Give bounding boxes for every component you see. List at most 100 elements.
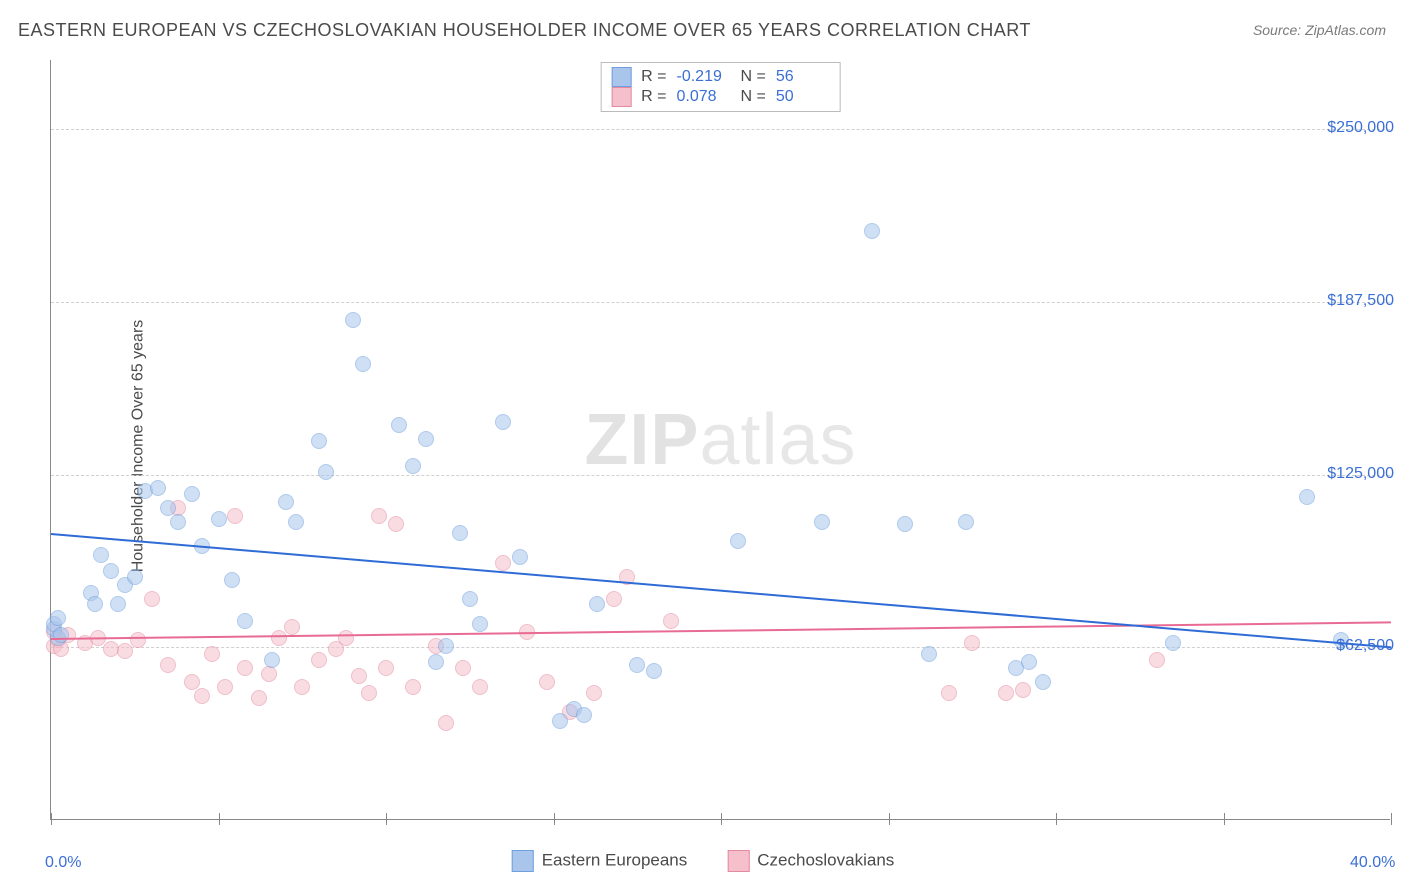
scatter-point-series-1	[127, 569, 143, 585]
scatter-point-series-1	[814, 514, 830, 530]
scatter-point-series-2	[472, 679, 488, 695]
chart-container: EASTERN EUROPEAN VS CZECHOSLOVAKIAN HOUS…	[0, 0, 1406, 892]
gridline	[51, 302, 1390, 303]
scatter-point-series-2	[1015, 682, 1031, 698]
scatter-point-series-1	[1165, 635, 1181, 651]
scatter-point-series-2	[261, 666, 277, 682]
x-tick	[1391, 813, 1392, 825]
scatter-point-series-1	[160, 500, 176, 516]
x-tick-label-max: 40.0%	[1350, 854, 1395, 872]
scatter-point-series-2	[405, 679, 421, 695]
legend: Eastern Europeans Czechoslovakians	[512, 850, 895, 872]
scatter-point-series-2	[606, 591, 622, 607]
scatter-point-series-2	[117, 643, 133, 659]
scatter-point-series-1	[958, 514, 974, 530]
y-tick-label: $250,000	[1327, 119, 1394, 137]
scatter-point-series-1	[150, 480, 166, 496]
scatter-point-series-1	[87, 596, 103, 612]
chart-title: EASTERN EUROPEAN VS CZECHOSLOVAKIAN HOUS…	[18, 20, 1031, 41]
scatter-point-series-1	[462, 591, 478, 607]
x-tick	[554, 813, 555, 825]
scatter-point-series-1	[211, 511, 227, 527]
scatter-point-series-1	[428, 654, 444, 670]
scatter-point-series-2	[388, 516, 404, 532]
y-tick-label: $125,000	[1327, 465, 1394, 483]
scatter-point-series-1	[50, 610, 66, 626]
scatter-point-series-1	[472, 616, 488, 632]
scatter-point-series-1	[629, 657, 645, 673]
swatch-series-2	[611, 87, 631, 107]
scatter-point-series-2	[941, 685, 957, 701]
correlation-box: R = -0.219 N = 56 R = 0.078 N = 50	[600, 62, 841, 112]
legend-swatch-1	[512, 850, 534, 872]
plot-area: ZIPatlas R = -0.219 N = 56 R = 0.078 N =…	[50, 60, 1390, 820]
source-label: Source: ZipAtlas.com	[1253, 22, 1386, 38]
scatter-point-series-1	[110, 596, 126, 612]
y-tick-label: $187,500	[1327, 292, 1394, 310]
x-tick	[1056, 813, 1057, 825]
scatter-point-series-1	[278, 494, 294, 510]
watermark-light: atlas	[699, 400, 856, 480]
scatter-point-series-2	[204, 646, 220, 662]
x-tick-label-min: 0.0%	[45, 854, 81, 872]
x-tick	[889, 813, 890, 825]
scatter-point-series-2	[378, 660, 394, 676]
scatter-point-series-1	[405, 458, 421, 474]
scatter-point-series-2	[217, 679, 233, 695]
scatter-point-series-1	[53, 627, 69, 643]
scatter-point-series-1	[1021, 654, 1037, 670]
scatter-point-series-1	[184, 486, 200, 502]
gridline	[51, 647, 1390, 648]
r-value-2: 0.078	[677, 88, 731, 106]
x-tick	[219, 813, 220, 825]
scatter-point-series-2	[998, 685, 1014, 701]
n-label-1: N =	[741, 68, 766, 86]
legend-item-1: Eastern Europeans	[512, 850, 688, 872]
scatter-point-series-2	[438, 715, 454, 731]
scatter-point-series-1	[103, 563, 119, 579]
scatter-point-series-2	[495, 555, 511, 571]
legend-item-2: Czechoslovakians	[727, 850, 894, 872]
scatter-point-series-1	[512, 549, 528, 565]
scatter-point-series-1	[730, 533, 746, 549]
scatter-point-series-1	[921, 646, 937, 662]
gridline	[51, 129, 1390, 130]
scatter-point-series-2	[130, 632, 146, 648]
legend-label-2: Czechoslovakians	[757, 850, 894, 869]
scatter-point-series-1	[452, 525, 468, 541]
x-tick	[386, 813, 387, 825]
scatter-point-series-1	[418, 431, 434, 447]
scatter-point-series-2	[251, 690, 267, 706]
scatter-point-series-1	[318, 464, 334, 480]
scatter-point-series-2	[160, 657, 176, 673]
r-value-1: -0.219	[677, 68, 731, 86]
scatter-point-series-1	[93, 547, 109, 563]
watermark: ZIPatlas	[584, 399, 856, 481]
scatter-point-series-2	[338, 630, 354, 646]
scatter-point-series-2	[284, 619, 300, 635]
scatter-point-series-1	[495, 414, 511, 430]
scatter-point-series-1	[1299, 489, 1315, 505]
scatter-point-series-1	[264, 652, 280, 668]
scatter-point-series-1	[1035, 674, 1051, 690]
r-label-1: R =	[641, 68, 666, 86]
x-tick	[721, 813, 722, 825]
scatter-point-series-1	[237, 613, 253, 629]
scatter-point-series-2	[311, 652, 327, 668]
scatter-point-series-2	[184, 674, 200, 690]
scatter-point-series-1	[646, 663, 662, 679]
scatter-point-series-2	[294, 679, 310, 695]
watermark-bold: ZIP	[584, 400, 699, 480]
scatter-point-series-1	[170, 514, 186, 530]
scatter-point-series-2	[455, 660, 471, 676]
scatter-point-series-1	[311, 433, 327, 449]
scatter-point-series-1	[224, 572, 240, 588]
scatter-point-series-2	[663, 613, 679, 629]
scatter-point-series-2	[271, 630, 287, 646]
correlation-row-2: R = 0.078 N = 50	[611, 87, 830, 107]
scatter-point-series-2	[539, 674, 555, 690]
scatter-point-series-1	[576, 707, 592, 723]
scatter-point-series-1	[288, 514, 304, 530]
scatter-point-series-2	[194, 688, 210, 704]
scatter-point-series-1	[897, 516, 913, 532]
